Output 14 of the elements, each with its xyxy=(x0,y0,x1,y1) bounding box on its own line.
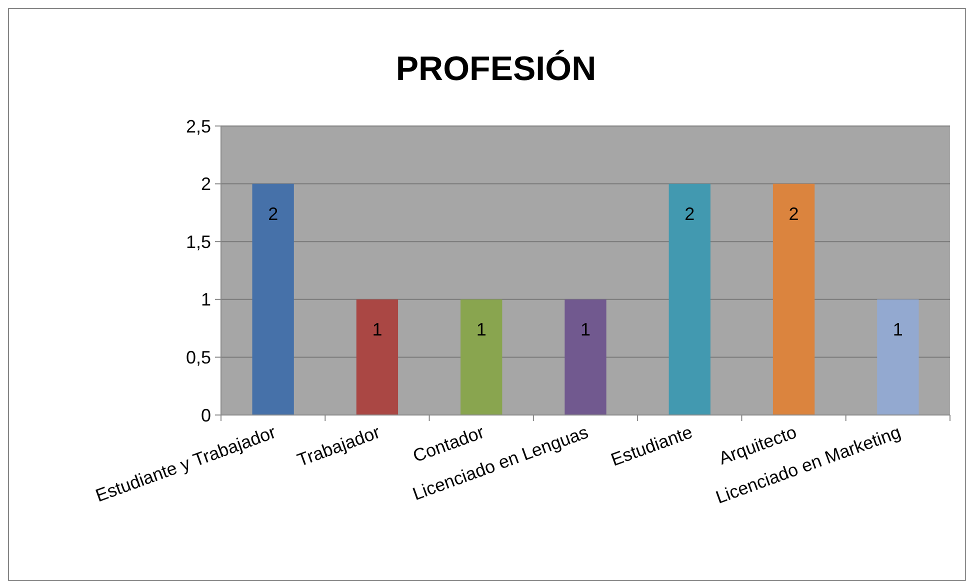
y-tick-label: 1,5 xyxy=(186,232,211,252)
data-label: 1 xyxy=(580,319,591,340)
y-tick-label: 2,5 xyxy=(186,116,211,136)
data-label: 1 xyxy=(892,319,903,340)
data-label: 1 xyxy=(476,319,486,340)
data-label: 2 xyxy=(788,204,799,224)
y-tick-label: 0,5 xyxy=(186,348,211,368)
data-label: 1 xyxy=(372,319,382,340)
y-tick-label: 2 xyxy=(200,174,211,194)
y-tick-label: 0 xyxy=(200,405,211,426)
chart-title: PROFESIÓN xyxy=(396,49,596,88)
data-label: 2 xyxy=(684,204,695,224)
data-label: 2 xyxy=(268,204,278,224)
y-tick-label: 1 xyxy=(200,290,211,310)
